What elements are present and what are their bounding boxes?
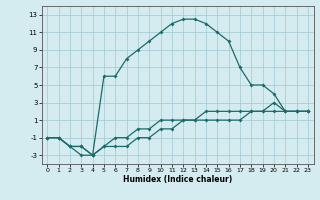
X-axis label: Humidex (Indice chaleur): Humidex (Indice chaleur) (123, 175, 232, 184)
